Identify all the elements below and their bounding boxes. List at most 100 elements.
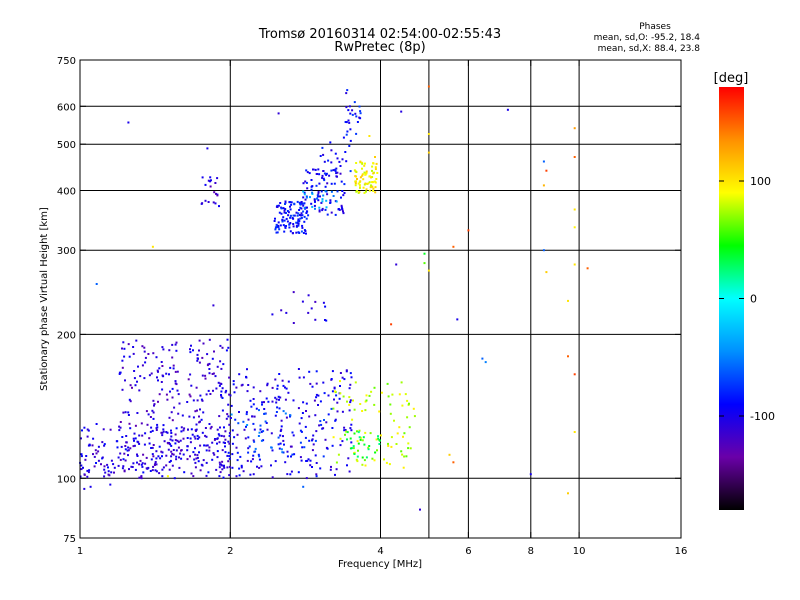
data-point bbox=[180, 426, 183, 429]
data-point bbox=[506, 108, 509, 111]
data-point bbox=[227, 346, 230, 349]
data-point bbox=[218, 415, 221, 418]
data-point bbox=[258, 409, 260, 412]
data-point bbox=[200, 398, 203, 401]
data-point bbox=[340, 196, 342, 199]
data-point bbox=[359, 160, 362, 163]
data-point bbox=[330, 169, 333, 172]
data-point bbox=[321, 207, 324, 210]
data-point bbox=[224, 430, 227, 433]
data-point bbox=[170, 432, 173, 434]
data-point bbox=[83, 473, 86, 476]
data-point bbox=[306, 187, 309, 190]
data-point bbox=[227, 415, 230, 418]
data-point bbox=[204, 183, 207, 186]
data-point bbox=[104, 471, 107, 474]
data-point bbox=[291, 232, 294, 235]
data-point bbox=[335, 200, 338, 203]
data-point bbox=[344, 429, 347, 431]
data-point bbox=[127, 446, 130, 449]
data-point bbox=[573, 156, 576, 158]
data-point bbox=[153, 464, 156, 466]
data-point bbox=[143, 377, 146, 380]
data-point bbox=[265, 422, 268, 424]
data-point bbox=[332, 407, 335, 410]
data-point bbox=[299, 456, 302, 459]
data-point bbox=[349, 112, 352, 115]
data-point bbox=[232, 383, 235, 386]
data-point bbox=[186, 437, 189, 439]
data-point bbox=[193, 458, 196, 461]
data-point bbox=[271, 449, 274, 452]
data-point bbox=[150, 458, 153, 461]
data-point bbox=[279, 396, 282, 399]
data-point bbox=[174, 343, 177, 346]
data-point bbox=[156, 369, 159, 372]
data-point bbox=[371, 457, 374, 460]
data-point bbox=[332, 169, 335, 172]
data-point bbox=[258, 455, 261, 458]
data-point bbox=[358, 105, 361, 108]
data-point bbox=[167, 442, 170, 445]
data-point bbox=[322, 170, 325, 172]
data-point bbox=[129, 447, 132, 450]
data-point bbox=[304, 180, 307, 183]
data-point bbox=[334, 419, 337, 422]
data-point bbox=[107, 466, 109, 469]
data-point bbox=[196, 359, 199, 362]
data-point bbox=[169, 459, 172, 462]
data-point bbox=[456, 318, 459, 321]
data-point bbox=[138, 442, 141, 445]
data-point bbox=[301, 300, 304, 303]
data-point bbox=[301, 446, 304, 449]
data-point bbox=[136, 412, 139, 414]
data-point bbox=[398, 426, 401, 429]
data-point bbox=[196, 434, 199, 437]
data-point bbox=[330, 182, 333, 185]
data-point bbox=[80, 464, 83, 467]
data-point bbox=[202, 459, 205, 462]
data-point bbox=[285, 217, 288, 220]
data-point bbox=[226, 454, 229, 457]
data-point bbox=[306, 171, 309, 174]
data-point bbox=[215, 468, 218, 471]
data-point bbox=[155, 450, 158, 453]
data-point bbox=[175, 455, 178, 458]
data-point bbox=[361, 439, 364, 442]
data-point bbox=[545, 271, 548, 274]
data-point bbox=[279, 430, 282, 432]
data-point bbox=[315, 184, 318, 187]
data-point bbox=[314, 168, 317, 171]
data-point bbox=[280, 309, 283, 312]
data-point bbox=[176, 389, 179, 392]
data-point bbox=[134, 424, 137, 427]
data-point bbox=[345, 160, 348, 163]
data-point bbox=[182, 429, 185, 432]
data-point bbox=[208, 449, 211, 452]
data-point bbox=[313, 199, 316, 202]
data-point bbox=[211, 373, 214, 375]
data-point bbox=[339, 444, 342, 447]
data-point bbox=[138, 389, 141, 392]
data-point bbox=[240, 464, 243, 467]
data-point bbox=[296, 214, 299, 217]
data-point bbox=[352, 447, 355, 450]
data-point bbox=[236, 451, 239, 454]
data-point bbox=[365, 188, 368, 191]
data-point bbox=[365, 456, 368, 459]
data-point bbox=[391, 393, 394, 396]
data-point bbox=[283, 211, 286, 214]
data-point bbox=[218, 384, 221, 387]
data-point bbox=[325, 172, 328, 175]
data-point bbox=[317, 199, 320, 202]
data-point bbox=[80, 437, 82, 440]
data-point bbox=[206, 147, 209, 150]
data-point bbox=[147, 466, 150, 469]
data-point bbox=[209, 180, 211, 183]
data-point bbox=[140, 476, 143, 479]
data-point bbox=[280, 212, 283, 215]
data-point bbox=[287, 214, 290, 217]
data-point bbox=[335, 461, 338, 464]
x-tick-label: 4 bbox=[377, 546, 383, 557]
